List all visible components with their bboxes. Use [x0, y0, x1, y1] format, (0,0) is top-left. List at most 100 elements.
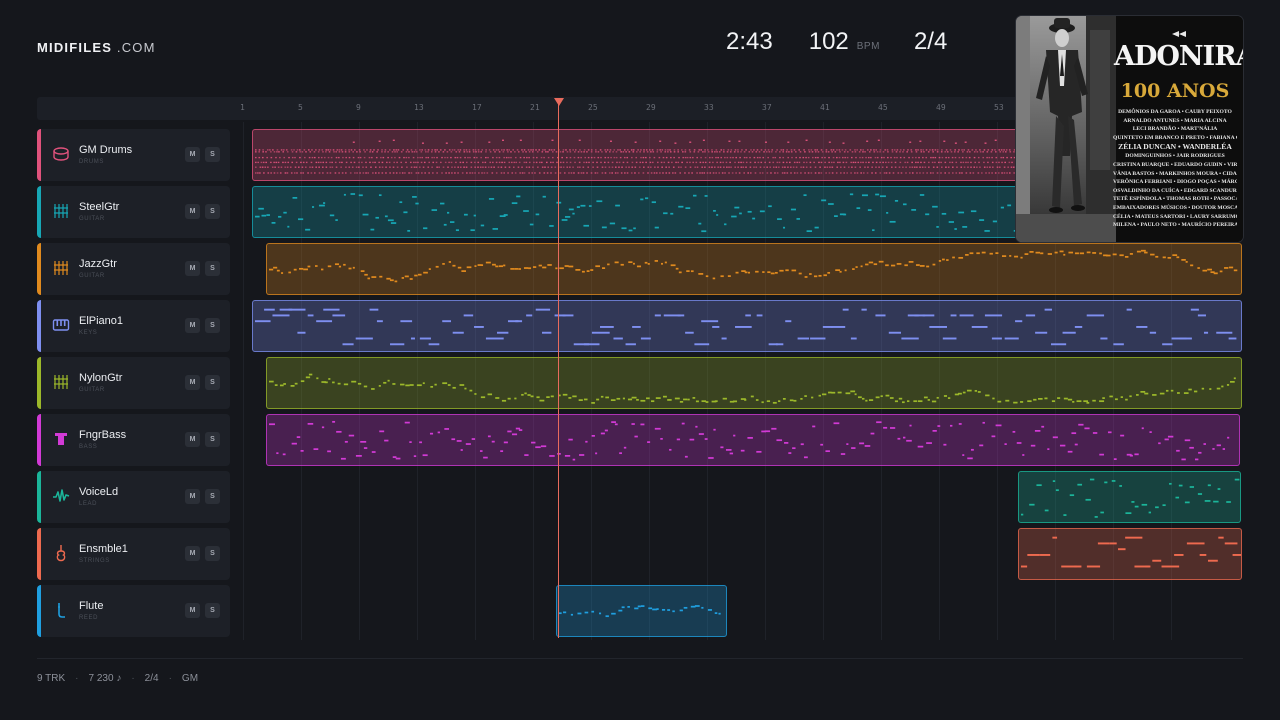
track-header-gm-drums[interactable]: GM Drums DRUMS M S: [37, 129, 230, 181]
transport-stats: 2:43 102 BPM 2/4: [726, 28, 947, 56]
track-header-ensmble1[interactable]: Ensmble1 STRINGS M S: [37, 528, 230, 580]
track-color-stripe: [37, 243, 41, 295]
track-color-stripe: [37, 471, 41, 523]
brand-logo: MIDIFILES .COM: [37, 40, 156, 55]
waveform-icon: [52, 487, 70, 505]
track-type: REED: [79, 615, 99, 621]
midi-clip[interactable]: [266, 414, 1240, 466]
track-name: JazzGtr: [79, 258, 117, 270]
grid-line: [591, 122, 592, 640]
midi-notes: [1020, 478, 1240, 518]
mute-button[interactable]: M: [185, 603, 200, 618]
track-color-stripe: [37, 357, 41, 409]
solo-button[interactable]: S: [205, 432, 220, 447]
grid-line: [417, 122, 418, 640]
mute-button[interactable]: M: [185, 204, 200, 219]
track-header-nylongtr[interactable]: NylonGtr GUITAR M S: [37, 357, 230, 409]
guitar-grid-icon: [52, 202, 70, 220]
mute-button[interactable]: M: [185, 318, 200, 333]
mute-button[interactable]: M: [185, 261, 200, 276]
track-header-steelgtr[interactable]: SteelGtr GUITAR M S: [37, 186, 230, 238]
solo-button[interactable]: S: [205, 318, 220, 333]
track-header-fngrbass[interactable]: FngrBass BASS M S: [37, 414, 230, 466]
album-artist-line: VÂNIA BASTOS • MARKINHOS MOURA • CIDA MO…: [1113, 170, 1237, 177]
solo-button[interactable]: S: [205, 546, 220, 561]
grid-line: [1171, 122, 1172, 640]
footer-divider: [37, 658, 1243, 659]
album-artist-line: QUINTETO EM BRANCO E PRETO • FABIANA COZ…: [1113, 134, 1237, 141]
track-color-stripe: [37, 414, 41, 466]
midi-clip[interactable]: [266, 357, 1242, 409]
track-type: KEYS: [79, 330, 98, 336]
album-cover-photo: [1016, 16, 1243, 242]
midi-notes: [268, 373, 1236, 404]
bar-number: 53: [994, 103, 1004, 112]
album-artist-line: DOMINGUINHOS • JAIR RODRIGUES: [1125, 153, 1225, 160]
bar-number: 25: [588, 103, 598, 112]
grid-line: [649, 122, 650, 640]
track-type: GUITAR: [79, 273, 105, 279]
track-header-voiceld[interactable]: VoiceLd LEAD M S: [37, 471, 230, 523]
midi-clip[interactable]: [252, 300, 1242, 352]
midi-clip[interactable]: [556, 585, 727, 637]
track-color-stripe: [37, 129, 41, 181]
track-header-jazzgtr[interactable]: JazzGtr GUITAR M S: [37, 243, 230, 295]
grid-line: [939, 122, 940, 640]
track-name: Flute: [79, 600, 104, 612]
playhead[interactable]: [558, 98, 559, 638]
guitar-grid-icon: [52, 259, 70, 277]
track-name: Ensmble1: [79, 543, 128, 555]
track-type: DRUMS: [79, 159, 104, 165]
track-name: FngrBass: [79, 429, 127, 441]
grid-line: [997, 122, 998, 640]
bar-number: 41: [820, 103, 830, 112]
midi-notes: [1020, 536, 1241, 568]
solo-button[interactable]: S: [205, 261, 220, 276]
track-header-flute[interactable]: Flute REED M S: [37, 585, 230, 637]
midi-clip[interactable]: [1018, 528, 1242, 580]
track-type: LEAD: [79, 501, 98, 507]
timeline-ruler[interactable]: 1 5 9 13 17 21 25 29 33 37 41 45 49 53: [37, 97, 1243, 120]
midi-clip[interactable]: [1018, 471, 1241, 523]
midi-notes: [254, 193, 1236, 233]
track-color-stripe: [37, 300, 41, 352]
album-artist-line: MILENA • PAULO NETO • MAURÍCIO PEREIRA: [1113, 222, 1237, 229]
grid-line: [707, 122, 708, 640]
bar-number: 13: [414, 103, 424, 112]
solo-button[interactable]: S: [205, 603, 220, 618]
midi-clip[interactable]: [266, 243, 1242, 295]
track-header-elpiano1[interactable]: ElPiano1 KEYS M S: [37, 300, 230, 352]
track-color-stripe: [37, 528, 41, 580]
midi-notes: [558, 605, 721, 618]
bar-number: 9: [356, 103, 361, 112]
midi-notes: [268, 420, 1230, 461]
solo-button[interactable]: S: [205, 489, 220, 504]
mute-button[interactable]: M: [185, 432, 200, 447]
grid-line: [1113, 122, 1114, 640]
mute-button[interactable]: M: [185, 546, 200, 561]
track-name: VoiceLd: [79, 486, 119, 498]
bar-number: 21: [530, 103, 540, 112]
track-type: GUITAR: [79, 216, 105, 222]
album-artist-line: EMBAIXADORES MÚSICOS • DOUTOR MOSCARDE •…: [1113, 204, 1237, 211]
album-artist-line: VERÔNICA FERRIANI • DIOGO POÇAS • MÁRCIA…: [1113, 179, 1237, 186]
mute-button[interactable]: M: [185, 489, 200, 504]
bpm-display: 102: [808, 28, 849, 55]
solo-button[interactable]: S: [205, 375, 220, 390]
grid-line: [881, 122, 882, 640]
album-subtitle: 100 ANOS: [1120, 80, 1230, 102]
flute-icon: [52, 601, 70, 619]
time-signature: 2/4: [913, 28, 948, 55]
mute-button[interactable]: M: [185, 375, 200, 390]
separator: ·: [75, 673, 79, 684]
track-type: GUITAR: [79, 387, 105, 393]
brand-suffix: .COM: [116, 40, 156, 55]
mute-button[interactable]: M: [185, 147, 200, 162]
status-bar: 9 TRK · 7 230 ♪ · 2/4 · GM: [37, 673, 198, 684]
solo-button[interactable]: S: [205, 147, 220, 162]
bass-icon: [52, 430, 70, 448]
playhead-marker[interactable]: [554, 98, 564, 106]
violin-icon: [52, 544, 70, 562]
solo-button[interactable]: S: [205, 204, 220, 219]
grid-line: [765, 122, 766, 640]
